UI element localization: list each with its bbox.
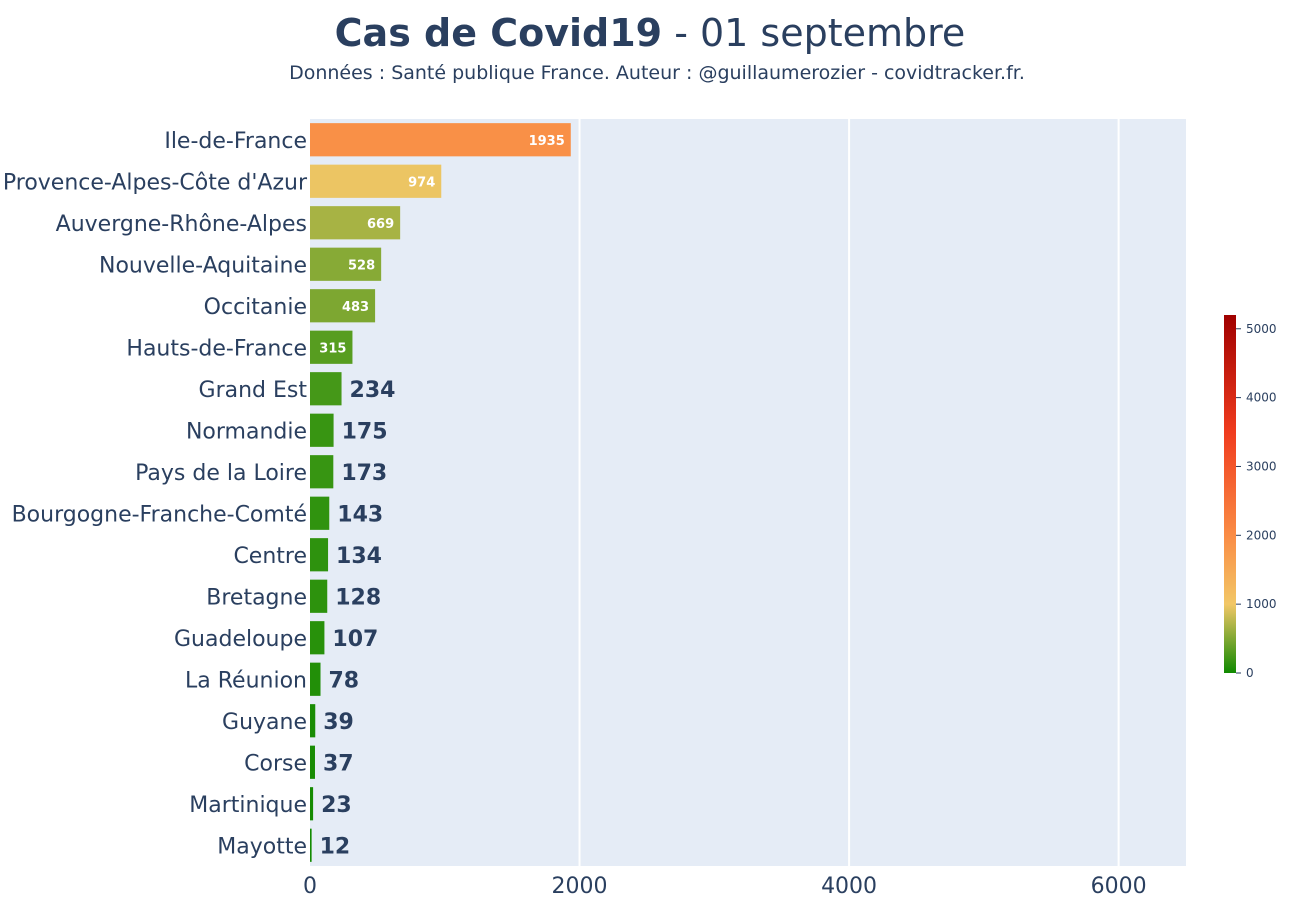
bar	[310, 579, 328, 613]
bar-value-label: 669	[367, 217, 394, 232]
x-tick-label: 0	[303, 874, 317, 899]
bar-value-label: 528	[348, 258, 375, 273]
bars: 1935 974 669 528 483 315 234 175 173 143 134 128 107…	[310, 123, 571, 862]
x-tick-label: 2000	[552, 874, 608, 899]
bar	[310, 372, 342, 406]
bar-value-label: 234	[350, 378, 396, 403]
colorbar-tick-label: 1000	[1246, 597, 1277, 611]
colorbar-tick-label: 0	[1246, 666, 1254, 680]
chart-title-bold: Cas de Covid19	[335, 11, 662, 55]
bar-value-label: 175	[342, 419, 388, 444]
bar	[310, 745, 315, 779]
bar	[310, 496, 330, 530]
y-category-label: Nouvelle-Aquitaine	[99, 253, 307, 278]
chart-title: Cas de Covid19 - 01 septembre	[335, 11, 966, 55]
colorbar-ticks: 0 1000 2000 3000 4000 5000	[1236, 322, 1277, 680]
bar-value-label: 23	[321, 793, 352, 818]
y-category-label: Guadeloupe	[174, 627, 307, 652]
chart-subtitle: Données : Santé publique France. Auteur …	[289, 62, 1025, 84]
y-category-label: Ile-de-France	[164, 129, 307, 154]
bar-value-label: 39	[323, 710, 354, 735]
bar	[310, 455, 334, 489]
y-category-label: Bourgogne-Franche-Comté	[12, 502, 307, 527]
colorbar-tick-label: 5000	[1246, 322, 1277, 336]
bar-value-label: 107	[332, 627, 378, 652]
bar	[310, 621, 325, 655]
y-axis-labels: Ile-de-France Provence-Alpes-Côte d'Azur A…	[3, 129, 308, 860]
bar	[310, 330, 353, 364]
bar-value-label: 78	[329, 668, 360, 693]
bar-value-label: 37	[323, 751, 354, 776]
y-category-label: Auvergne-Rhône-Alpes	[56, 212, 307, 237]
bar-value-label: 128	[335, 585, 381, 610]
bar-value-label: 315	[319, 341, 346, 356]
x-axis-ticks: 0 2000 4000 6000	[303, 874, 1147, 899]
y-category-label: Provence-Alpes-Côte d'Azur	[3, 170, 308, 195]
colorbar-tick-label: 3000	[1246, 459, 1277, 473]
bar	[310, 413, 334, 447]
y-category-label: Guyane	[222, 710, 307, 735]
bar-value-label: 173	[341, 461, 387, 486]
x-tick-label: 6000	[1091, 874, 1147, 899]
bar-value-label: 483	[342, 300, 369, 315]
bar	[310, 704, 316, 738]
bar-value-label: 143	[337, 502, 383, 527]
bar	[310, 828, 312, 862]
y-category-label: Martinique	[189, 793, 307, 818]
y-category-label: Centre	[233, 544, 307, 569]
colorbar-tick-label: 2000	[1246, 528, 1277, 542]
gridlines	[578, 119, 1120, 866]
bar-value-label: 974	[408, 175, 435, 190]
bar	[310, 662, 321, 696]
bar	[310, 787, 314, 821]
bar	[310, 206, 401, 240]
y-category-label: Mayotte	[217, 834, 307, 859]
y-category-label: La Réunion	[185, 668, 307, 693]
bar	[310, 123, 571, 157]
bar	[310, 164, 442, 198]
bar	[310, 538, 329, 572]
y-category-label: Grand Est	[199, 378, 308, 403]
y-category-label: Corse	[244, 751, 307, 776]
chart-title-date: - 01 septembre	[662, 11, 965, 55]
colorbar	[1224, 315, 1236, 673]
y-category-label: Hauts-de-France	[126, 336, 307, 361]
bar-value-label: 134	[336, 544, 382, 569]
x-tick-label: 4000	[821, 874, 877, 899]
bar-value-label: 1935	[529, 134, 565, 149]
bar-value-label: 12	[320, 834, 351, 859]
bar	[310, 289, 376, 323]
y-category-label: Occitanie	[204, 295, 307, 320]
y-category-label: Normandie	[186, 419, 307, 444]
y-category-label: Bretagne	[206, 585, 307, 610]
y-category-label: Pays de la Loire	[135, 461, 307, 486]
plot-area	[310, 119, 1186, 866]
bar	[310, 247, 382, 281]
colorbar-tick-label: 4000	[1246, 391, 1277, 405]
